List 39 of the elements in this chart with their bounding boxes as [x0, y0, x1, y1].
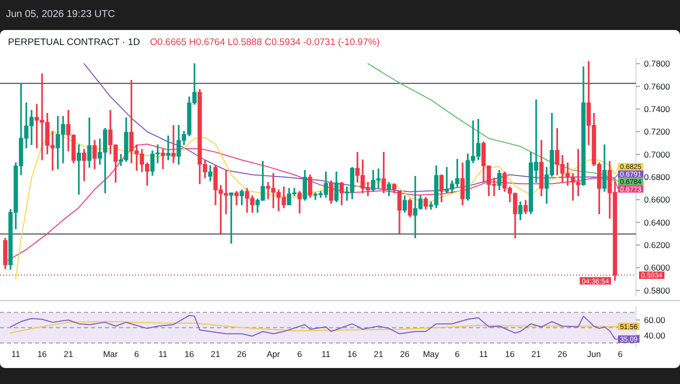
- y-tick-label: 0.7800: [644, 58, 670, 69]
- x-tick-label: 11: [321, 349, 331, 360]
- y-tick-label: 0.6200: [644, 240, 670, 250]
- x-tick-label: 16: [505, 349, 515, 360]
- y-tick-label: 60.00: [644, 315, 666, 326]
- x-tick-label: 6: [454, 349, 460, 360]
- y-tick-label: 0.6000: [644, 262, 670, 273]
- x-tick-label: 6: [297, 349, 302, 360]
- x-tick-label: 11: [11, 349, 20, 360]
- x-tick-label: 16: [184, 349, 194, 360]
- x-tick-label: Apr: [266, 349, 280, 360]
- x-tick-label: 26: [558, 349, 568, 360]
- text: Jun 05, 2026 19:23 UTC: [6, 9, 115, 20]
- x-tick-label: 21: [374, 349, 384, 360]
- x-tick-label: 21: [531, 349, 542, 360]
- y-tick-label: 0.5800: [644, 285, 670, 296]
- x-tick-label: 11: [479, 349, 488, 360]
- y-tick-label: 0.7000: [644, 149, 670, 160]
- y-tick-label: 0.7200: [644, 126, 670, 137]
- x-tick-label: May: [422, 349, 440, 360]
- x-tick-label: 6: [134, 349, 140, 360]
- x-tick-label: Mar: [103, 349, 118, 360]
- x-tick-label: Jun: [587, 349, 602, 360]
- x-tick-label: 11: [158, 349, 168, 360]
- x-tick-label: 26: [400, 349, 410, 360]
- x-tick-label: 16: [37, 349, 48, 360]
- x-tick-label: 26: [237, 349, 247, 360]
- y-tick-label: 0.6800: [644, 172, 670, 182]
- y-tick-label: 40.00: [644, 330, 666, 340]
- y-tick-label: 0.7600: [644, 81, 670, 92]
- chart-subtitle: O0.6665 H0.6764 L0.5888 C0.5934 -0.0731 (-10.97%): [150, 37, 380, 48]
- x-tick-label: 21: [210, 349, 220, 360]
- y-tick-label: 0.6400: [644, 217, 670, 228]
- y-tick-label: 0.6600: [644, 194, 670, 205]
- y-tick-label: 0.7400: [644, 104, 670, 114]
- x-tick-label: 16: [347, 349, 358, 360]
- x-tick-label: 6: [618, 349, 623, 360]
- x-tick-label: 21: [64, 349, 74, 360]
- chart-title: PERPETUAL CONTRACT · 1D: [8, 37, 140, 48]
